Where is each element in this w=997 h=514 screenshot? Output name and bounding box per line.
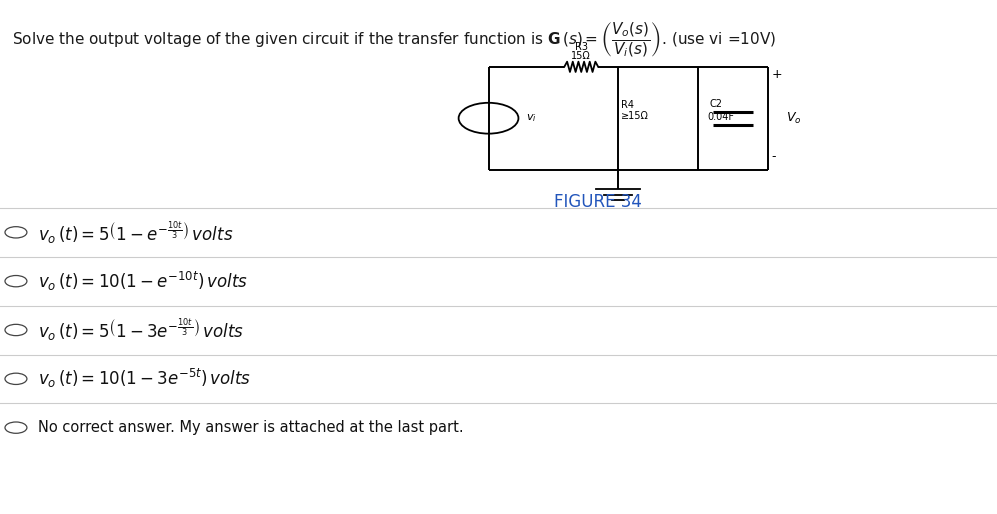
Text: FIGURE 34: FIGURE 34: [554, 193, 642, 211]
Text: 15Ω: 15Ω: [571, 51, 591, 61]
Text: $\it{v_o}\,(t) = 5\left(1 - 3e^{-\frac{10t}{3}}\right)\,\mathit{volts}$: $\it{v_o}\,(t) = 5\left(1 - 3e^{-\frac{1…: [38, 317, 244, 343]
Text: $\it{v_o}\,(t) = 5\left(1 - e^{-\frac{10t}{3}}\right)\,\mathit{volts}$: $\it{v_o}\,(t) = 5\left(1 - e^{-\frac{10…: [38, 219, 233, 246]
Text: $\it{v_o}\,(t) = 10\left(1 - 3e^{-5t}\right)\,\mathit{volts}$: $\it{v_o}\,(t) = 10\left(1 - 3e^{-5t}\ri…: [38, 368, 251, 390]
Text: $V_o$: $V_o$: [786, 111, 802, 126]
Text: $\it{v_o}\,(t) = 10\left(1 - e^{-10t}\right)\,\mathit{volts}$: $\it{v_o}\,(t) = 10\left(1 - e^{-10t}\ri…: [38, 270, 248, 292]
Text: ≥15Ω: ≥15Ω: [621, 111, 649, 121]
Text: 0.04F: 0.04F: [708, 112, 735, 122]
Text: $v_i$: $v_i$: [526, 113, 537, 124]
Text: +: +: [772, 68, 783, 81]
Text: C2: C2: [710, 99, 723, 109]
Text: Solve the output voltage of the given circuit if the transfer function is $\math: Solve the output voltage of the given ci…: [12, 21, 777, 59]
Text: R3: R3: [574, 43, 588, 52]
Text: R4: R4: [621, 100, 634, 111]
Text: -: -: [772, 150, 777, 163]
Text: No correct answer. My answer is attached at the last part.: No correct answer. My answer is attached…: [38, 420, 464, 435]
